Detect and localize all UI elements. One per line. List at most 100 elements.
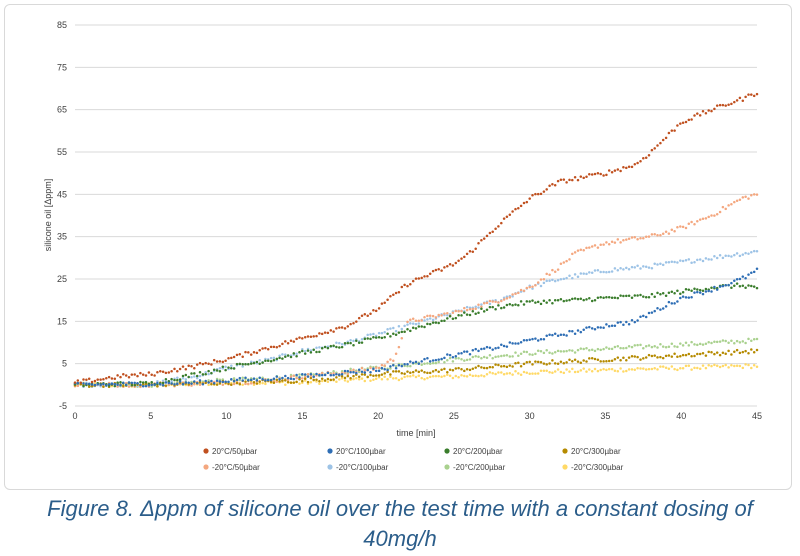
data-point: [539, 338, 543, 341]
data-point: [394, 377, 398, 380]
data-point: [198, 370, 202, 374]
data-point: [613, 296, 617, 300]
data-point: [650, 354, 654, 358]
data-point: [400, 285, 404, 289]
data-point: [531, 353, 534, 357]
data-point: [130, 373, 134, 376]
data-point: [647, 353, 651, 357]
data-point: [343, 327, 347, 330]
data-point: [156, 381, 159, 385]
data-point: [684, 364, 688, 368]
data-point: [565, 334, 568, 337]
data-point: [460, 257, 463, 260]
data-point: [349, 377, 352, 380]
data-point: [477, 311, 480, 314]
data-point: [551, 268, 554, 272]
data-point: [150, 383, 153, 387]
data-point: [485, 366, 489, 370]
data-point: [284, 383, 287, 386]
data-point: [380, 336, 384, 340]
data-point: [178, 367, 182, 371]
data-point: [144, 384, 148, 388]
data-point: [644, 344, 648, 348]
data-point: [545, 272, 548, 276]
data-point: [306, 375, 310, 378]
data-point: [323, 379, 327, 382]
data-point: [392, 377, 395, 380]
data-point: [420, 369, 423, 372]
data-point: [139, 380, 142, 384]
data-point: [428, 322, 432, 326]
data-point: [511, 303, 514, 307]
data-point: [451, 264, 455, 267]
data-point: [320, 377, 324, 381]
data-point: [315, 372, 318, 376]
data-point: [707, 215, 710, 219]
data-point: [426, 362, 429, 365]
legend-marker: [327, 448, 333, 454]
data-point: [630, 345, 634, 349]
data-point: [326, 371, 330, 375]
data-point: [622, 323, 625, 326]
data-point: [738, 341, 742, 344]
data-point: [517, 291, 520, 295]
data-point: [605, 173, 608, 177]
data-point: [500, 365, 503, 368]
data-point: [198, 374, 202, 378]
data-point: [676, 226, 679, 229]
data-point: [477, 306, 480, 309]
data-point: [372, 367, 375, 371]
data-point: [590, 357, 594, 360]
data-point: [465, 368, 469, 371]
legend-entry: -20°C/50µbar: [212, 463, 260, 472]
data-point: [318, 373, 321, 377]
data-point: [377, 374, 381, 377]
data-point: [420, 319, 423, 322]
data-point: [471, 367, 475, 370]
data-point: [463, 350, 466, 353]
data-point: [315, 346, 318, 350]
data-point: [380, 363, 384, 367]
legend-marker: [444, 448, 450, 454]
data-point: [301, 379, 304, 383]
data-point: [383, 331, 386, 334]
data-point: [437, 360, 440, 364]
data-point: [394, 370, 398, 373]
data-point: [531, 337, 534, 341]
data-point: [673, 230, 676, 233]
data-point: [360, 341, 364, 344]
data-point: [335, 327, 338, 330]
data-point: [320, 379, 324, 383]
data-point: [133, 373, 136, 376]
data-point: [698, 218, 702, 221]
data-point: [176, 376, 179, 380]
data-point: [460, 314, 463, 317]
data-point: [409, 329, 412, 333]
data-point: [627, 344, 631, 348]
data-point: [679, 225, 682, 228]
data-point: [534, 301, 537, 304]
data-point: [349, 341, 352, 345]
legend-entry: -20°C/200µbar: [453, 463, 506, 472]
data-point: [559, 298, 563, 301]
data-point: [545, 348, 548, 352]
data-point: [599, 243, 602, 246]
data-point: [249, 360, 253, 363]
data-point: [605, 323, 608, 326]
data-point: [752, 363, 756, 367]
data-point: [286, 376, 290, 380]
chart-frame: [4, 4, 792, 490]
data-point: [87, 385, 91, 388]
data-point: [633, 294, 637, 297]
data-point: [491, 230, 494, 234]
data-point: [693, 366, 696, 370]
data-point: [534, 352, 537, 356]
data-point: [207, 362, 210, 366]
data-point: [602, 296, 605, 299]
data-point: [664, 294, 668, 298]
data-point: [619, 294, 622, 297]
data-point: [85, 382, 88, 386]
data-point: [343, 379, 347, 382]
data-point: [559, 360, 563, 364]
data-point: [531, 287, 534, 290]
